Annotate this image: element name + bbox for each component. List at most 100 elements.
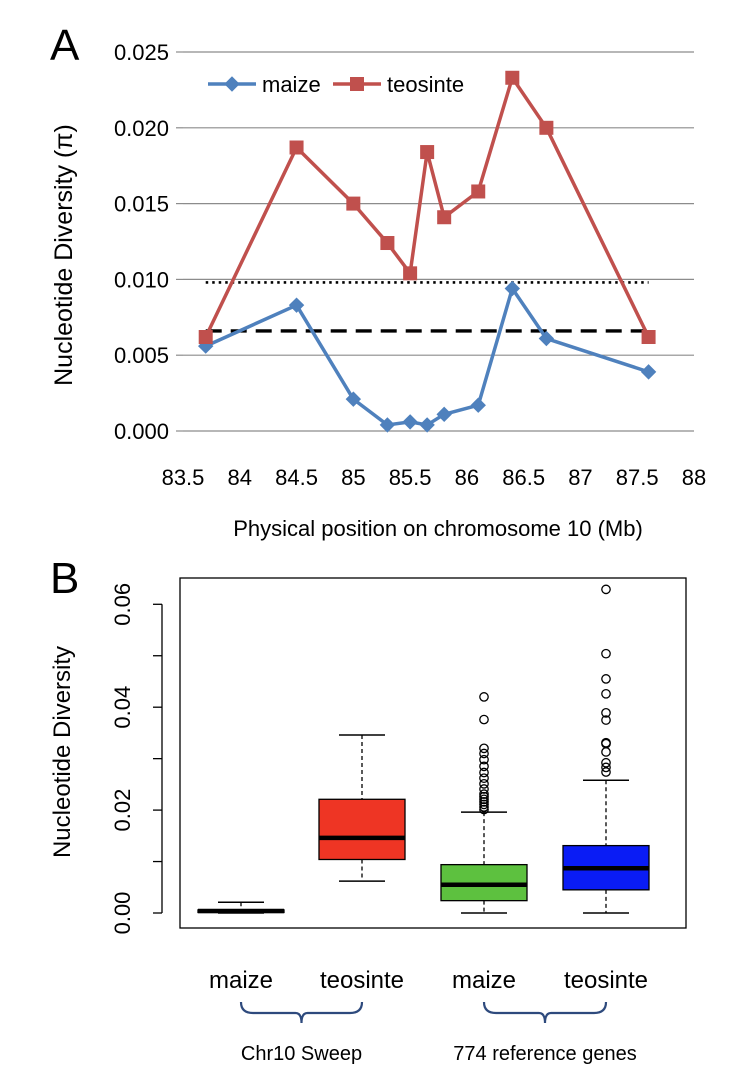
- category-label: teosinte: [564, 967, 648, 994]
- maize-point: [419, 417, 435, 433]
- outlier-point: [479, 743, 489, 754]
- category-label: teosinte: [320, 967, 404, 994]
- x-tick-label: 85: [341, 465, 365, 490]
- box-teosinte: [318, 734, 406, 882]
- y-tick-label: 0.020: [114, 116, 169, 141]
- teosinte-series: [198, 70, 656, 345]
- x-tick-label: 87: [568, 465, 592, 490]
- teosinte-point: [289, 140, 304, 155]
- panel-b-boxes: [197, 584, 650, 914]
- outlier-point: [479, 791, 489, 802]
- panel-a-y-axis-label: Nucleotide Diversity (π): [50, 124, 78, 386]
- outlier-point: [479, 692, 489, 702]
- panel-b: B 0.00 0.02 0.04 0.06 maize teosinte maize teo…: [49, 554, 687, 1065]
- outlier-point: [479, 761, 489, 772]
- outlier-point: [479, 779, 489, 789]
- outlier-point: [479, 799, 489, 810]
- x-tick-label: 84.5: [275, 465, 318, 490]
- maize-line: [204, 286, 650, 427]
- y-tick-label: 0.010: [114, 267, 169, 292]
- panel-a-y-tick-labels: 0.000 0.005 0.010 0.015 0.020 0.025: [114, 40, 169, 444]
- outlier-point: [601, 715, 611, 725]
- panel-b-y-axis-label: Nucleotide Diversity: [49, 646, 76, 858]
- group-brace: [239, 1001, 364, 1024]
- outlier-point: [601, 757, 611, 768]
- x-tick-label: 87.5: [616, 465, 659, 490]
- teosinte-point: [539, 120, 554, 135]
- outlier-point: [601, 648, 611, 659]
- outlier-point: [601, 674, 611, 684]
- outlier-point: [479, 804, 489, 815]
- maize-point: [504, 280, 521, 297]
- maize-point: [436, 406, 452, 423]
- outlier-point: [479, 789, 489, 799]
- legend-marker: [350, 77, 364, 91]
- panel-a-series: [198, 70, 657, 433]
- panel-a-x-tick-labels: 83.5 84 84.5 85 85.5 86 86.5 87 87.5 88: [162, 465, 707, 490]
- panel-a-gridlines: [176, 51, 694, 432]
- legend-label: maize: [262, 72, 321, 97]
- teosinte-point: [505, 70, 520, 85]
- outlier-point: [479, 797, 489, 807]
- group-label: Chr10 Sweep: [241, 1043, 362, 1065]
- y-tick-label: 0.025: [114, 40, 169, 65]
- outlier-point: [601, 747, 611, 757]
- panel-a-reference-lines: [205, 281, 649, 333]
- teosinte-line: [204, 76, 651, 338]
- panel-a-legend: maize teosinte: [208, 72, 464, 97]
- group-label: 774 reference genes: [453, 1043, 636, 1065]
- outlier-point: [479, 794, 489, 805]
- teosinte-point: [641, 330, 656, 345]
- x-tick-label: 84: [228, 465, 252, 490]
- maize-point: [538, 330, 555, 347]
- panel-b-plot-frame: [179, 577, 687, 929]
- box-body: [318, 798, 406, 861]
- outlier-point: [601, 584, 611, 595]
- teosinte-point: [420, 145, 435, 160]
- outlier-point: [479, 714, 489, 725]
- teosinte-point: [437, 210, 452, 225]
- outlier-point: [479, 802, 489, 812]
- x-tick-label: 88: [682, 465, 706, 490]
- category-label: maize: [452, 967, 516, 994]
- x-tick-label: 83.5: [162, 465, 205, 490]
- maize-point: [640, 364, 657, 380]
- maize-point: [470, 397, 486, 413]
- y-tick-label: 0.015: [114, 192, 169, 217]
- y-tick-label: 0.000: [114, 419, 169, 444]
- panel-b-group-labels: Chr10 Sweep 774 reference genes: [239, 1001, 637, 1065]
- x-tick-label: 85.5: [389, 465, 432, 490]
- outlier-point: [601, 737, 611, 748]
- y-tick-label: 0.06: [110, 583, 135, 626]
- teosinte-point: [198, 330, 213, 345]
- x-tick-label: 86.5: [502, 465, 545, 490]
- teosinte-point: [403, 266, 418, 281]
- outlier-point: [601, 688, 611, 699]
- box-teosinte: [562, 584, 650, 914]
- outlier-point: [601, 767, 611, 777]
- outlier-point: [479, 767, 489, 778]
- legend-label: teosinte: [387, 72, 464, 97]
- maize-point: [288, 297, 305, 313]
- maize-series: [198, 280, 657, 433]
- maize-point: [402, 414, 418, 430]
- y-tick-label: 0.02: [110, 789, 135, 832]
- y-tick-label: 0.005: [114, 343, 169, 368]
- outlier-point: [601, 708, 611, 718]
- outlier-point: [479, 748, 489, 759]
- group-brace: [482, 1001, 608, 1024]
- x-tick-label: 86: [455, 465, 479, 490]
- panel-b-y-axis: 0.00 0.02 0.04 0.06: [110, 583, 163, 934]
- teosinte-point: [346, 196, 361, 211]
- legend-marker: [224, 76, 240, 92]
- outlier-point: [601, 762, 611, 773]
- teosinte-point: [380, 236, 395, 251]
- outlier-point: [479, 784, 489, 794]
- maize-point: [345, 391, 362, 407]
- maize-point: [379, 417, 396, 433]
- box-maize: [197, 901, 285, 914]
- teosinte-point: [471, 184, 486, 199]
- panel-b-letter: B: [50, 554, 79, 603]
